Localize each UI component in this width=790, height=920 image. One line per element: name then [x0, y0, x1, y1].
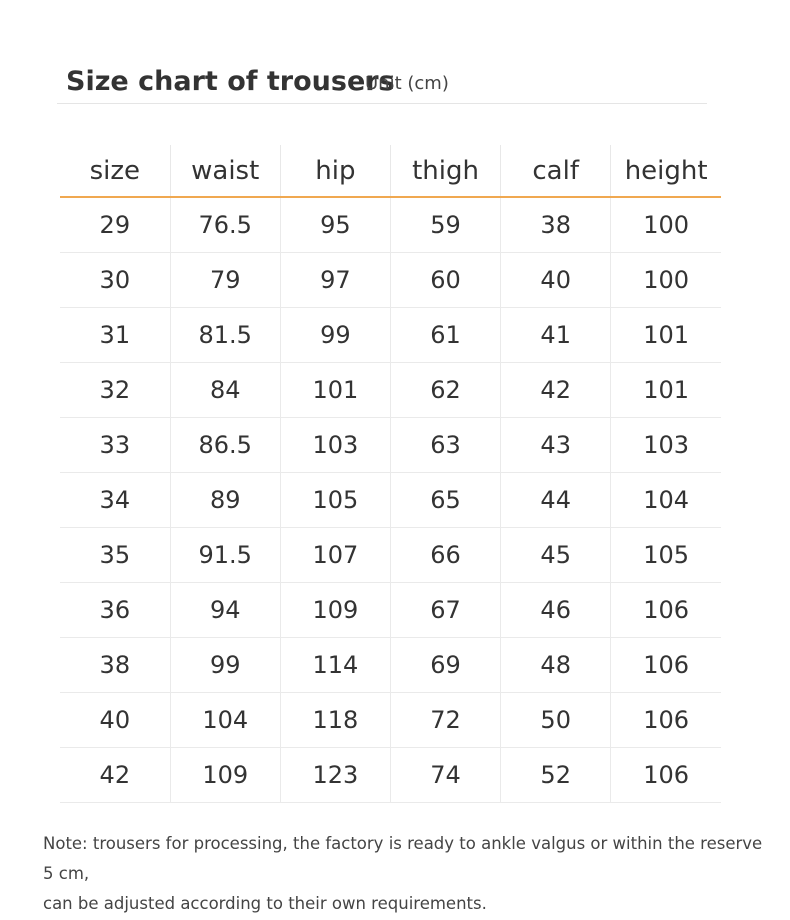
cell-thigh: 60 [389, 252, 501, 308]
table-row: 32 84 101 62 42 101 [60, 362, 721, 418]
cell-size: 31 [60, 307, 171, 363]
column-header-height: height [610, 145, 721, 198]
size-table: size waist hip thigh calf height 29 76.5… [60, 145, 721, 803]
table-row: 40 104 118 72 50 106 [60, 692, 721, 748]
cell-calf: 45 [500, 527, 611, 583]
cell-calf: 38 [500, 197, 611, 253]
cell-size: 36 [60, 582, 171, 638]
cell-height: 106 [610, 692, 721, 748]
cell-thigh: 74 [389, 747, 501, 803]
cell-size: 42 [60, 747, 171, 803]
cell-thigh: 61 [389, 307, 501, 363]
cell-size: 30 [60, 252, 171, 308]
table-row: 31 81.5 99 61 41 101 [60, 307, 721, 363]
header-row: size waist hip thigh calf height [60, 145, 721, 198]
cell-waist: 79 [169, 252, 281, 308]
page-title: Size chart of trousers [66, 66, 395, 97]
cell-height: 105 [610, 527, 721, 583]
cell-thigh: 67 [389, 582, 501, 638]
cell-waist: 109 [169, 747, 281, 803]
cell-hip: 97 [279, 252, 391, 308]
cell-height: 103 [610, 417, 721, 473]
column-header-size: size [60, 145, 171, 198]
cell-size: 33 [60, 417, 171, 473]
cell-waist: 91.5 [169, 527, 281, 583]
cell-hip: 123 [279, 747, 391, 803]
cell-hip: 99 [279, 307, 391, 363]
column-header-hip: hip [279, 145, 391, 198]
cell-hip: 103 [279, 417, 391, 473]
cell-hip: 101 [279, 362, 391, 418]
cell-waist: 99 [169, 637, 281, 693]
cell-thigh: 69 [389, 637, 501, 693]
cell-waist: 94 [169, 582, 281, 638]
cell-thigh: 66 [389, 527, 501, 583]
cell-size: 38 [60, 637, 171, 693]
cell-size: 34 [60, 472, 171, 528]
cell-waist: 84 [169, 362, 281, 418]
table-row: 38 99 114 69 48 106 [60, 637, 721, 693]
table-row: 30 79 97 60 40 100 [60, 252, 721, 308]
cell-hip: 95 [279, 197, 391, 253]
table-row: 35 91.5 107 66 45 105 [60, 527, 721, 583]
cell-hip: 114 [279, 637, 391, 693]
cell-size: 40 [60, 692, 171, 748]
table-body: 29 76.5 95 59 38 100 30 79 97 60 40 100 … [60, 197, 721, 803]
unit-label: Unit (cm) [365, 73, 449, 94]
cell-hip: 105 [279, 472, 391, 528]
cell-calf: 50 [500, 692, 611, 748]
cell-waist: 104 [169, 692, 281, 748]
cell-height: 104 [610, 472, 721, 528]
cell-height: 100 [610, 197, 721, 253]
cell-calf: 41 [500, 307, 611, 363]
cell-thigh: 63 [389, 417, 501, 473]
cell-thigh: 72 [389, 692, 501, 748]
cell-calf: 43 [500, 417, 611, 473]
cell-calf: 48 [500, 637, 611, 693]
column-header-waist: waist [169, 145, 281, 198]
note-line: can be adjusted according to their own r… [43, 894, 487, 913]
cell-waist: 81.5 [169, 307, 281, 363]
cell-calf: 40 [500, 252, 611, 308]
cell-height: 100 [610, 252, 721, 308]
cell-hip: 107 [279, 527, 391, 583]
cell-hip: 109 [279, 582, 391, 638]
cell-height: 106 [610, 747, 721, 803]
cell-height: 101 [610, 362, 721, 418]
cell-size: 29 [60, 197, 171, 253]
cell-calf: 46 [500, 582, 611, 638]
cell-thigh: 65 [389, 472, 501, 528]
cell-height: 106 [610, 637, 721, 693]
cell-height: 106 [610, 582, 721, 638]
column-header-calf: calf [500, 145, 611, 198]
table-row: 34 89 105 65 44 104 [60, 472, 721, 528]
cell-waist: 86.5 [169, 417, 281, 473]
cell-thigh: 59 [389, 197, 501, 253]
column-header-thigh: thigh [389, 145, 501, 198]
cell-waist: 76.5 [169, 197, 281, 253]
note-line: Note: trousers for processing, the facto… [43, 834, 763, 883]
cell-calf: 44 [500, 472, 611, 528]
cell-height: 101 [610, 307, 721, 363]
cell-size: 32 [60, 362, 171, 418]
table-row: 29 76.5 95 59 38 100 [60, 197, 721, 253]
title-row: Size chart of trousers Unit (cm) [57, 60, 707, 104]
cell-thigh: 62 [389, 362, 501, 418]
table-row: 33 86.5 103 63 43 103 [60, 417, 721, 473]
table-row: 36 94 109 67 46 106 [60, 582, 721, 638]
table-header: size waist hip thigh calf height [60, 145, 721, 198]
note: Note: trousers for processing, the facto… [43, 829, 773, 919]
table-row: 42 109 123 74 52 106 [60, 747, 721, 803]
cell-calf: 42 [500, 362, 611, 418]
cell-hip: 118 [279, 692, 391, 748]
cell-calf: 52 [500, 747, 611, 803]
cell-waist: 89 [169, 472, 281, 528]
cell-size: 35 [60, 527, 171, 583]
